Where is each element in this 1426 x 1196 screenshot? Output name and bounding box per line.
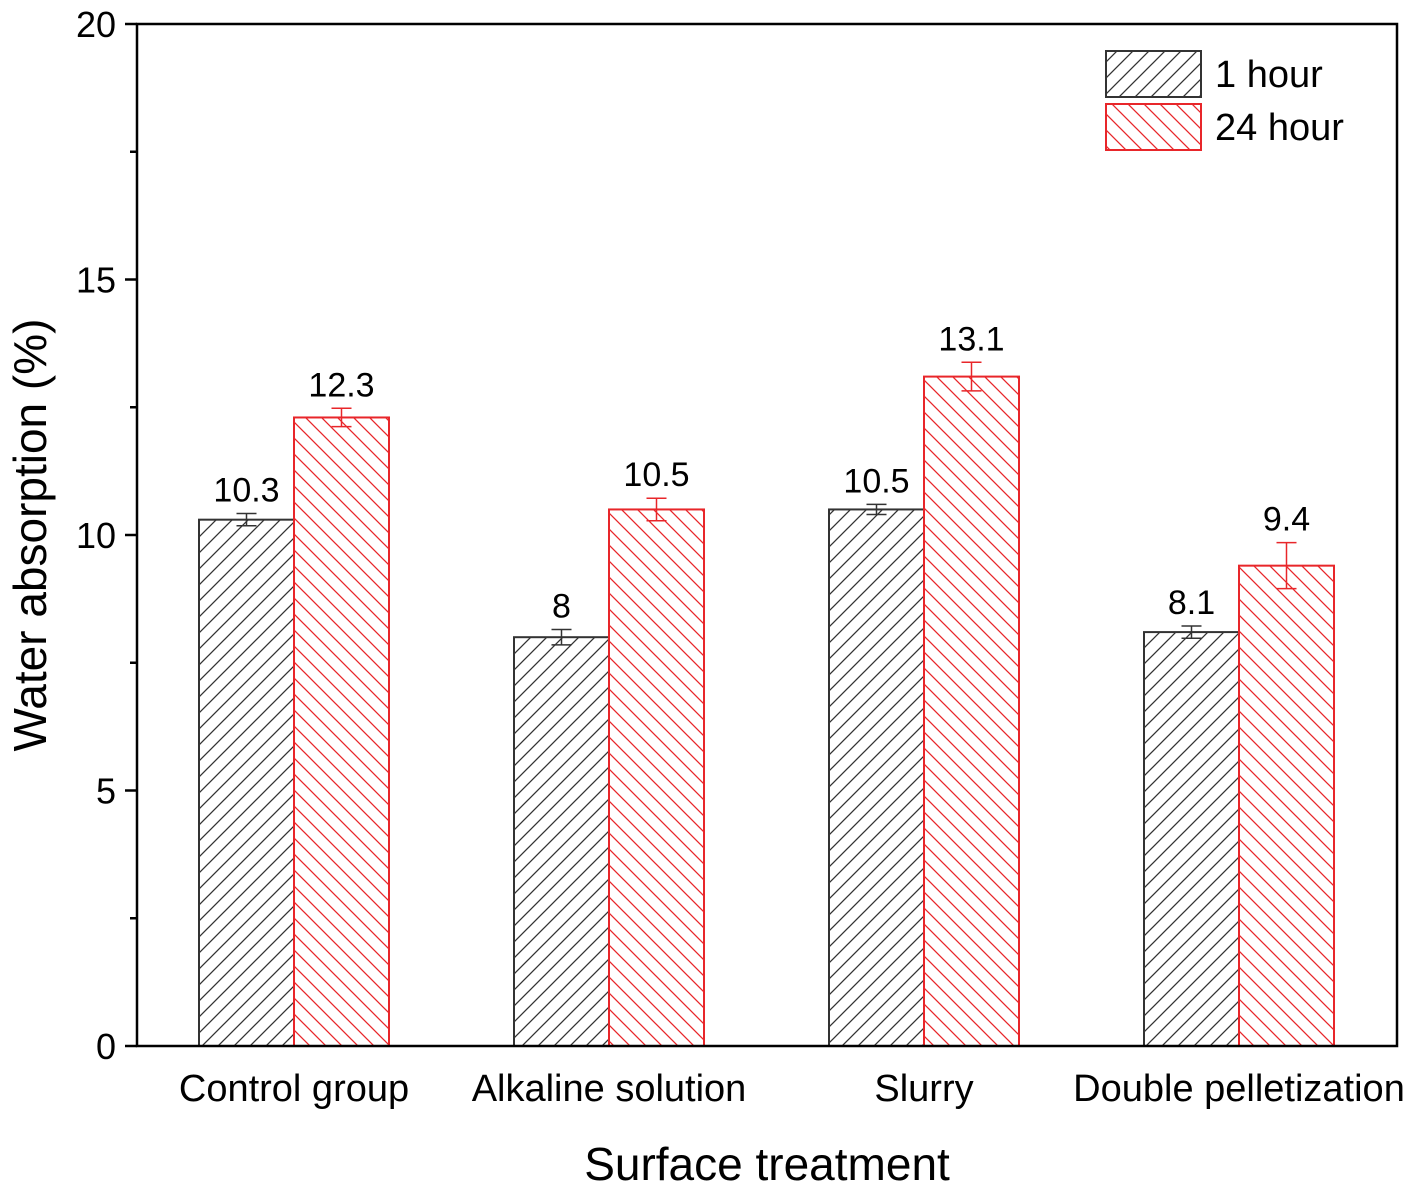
error-bar (1181, 625, 1202, 639)
legend-item: 24 hour (1105, 103, 1344, 151)
data-label: 10.5 (623, 456, 689, 494)
bars-layer (198, 375, 1335, 1048)
data-label: 9.4 (1263, 501, 1310, 539)
x-tick-label: Double pelletization (1073, 1068, 1405, 1110)
bar-series1 (828, 508, 925, 1047)
error-bar (551, 628, 572, 646)
x-axis-title: Surface treatment (584, 1138, 950, 1190)
x-tick-label: Control group (179, 1068, 409, 1110)
bar-series1 (1143, 631, 1240, 1048)
legend-label: 24 hour (1215, 107, 1344, 149)
error-bar (961, 361, 982, 392)
data-label: 10.3 (213, 472, 279, 510)
data-labels-layer: 10.3 12.3 8 10.5 10.5 13.1 8.1 9.4 (213, 320, 1310, 625)
bar-series1 (513, 636, 610, 1047)
error-bar (236, 512, 257, 527)
y-tick-label: 5 (96, 771, 116, 812)
error-bars-layer (236, 361, 1297, 646)
error-bar (1276, 541, 1297, 590)
bar-series2 (293, 416, 390, 1048)
data-label: 13.1 (938, 320, 1004, 358)
legend: 1 hour 24 hour (1105, 50, 1344, 151)
data-label: 12.3 (308, 366, 374, 404)
bar-series2 (1238, 564, 1335, 1047)
data-label: 8 (552, 588, 571, 626)
x-tick-label: Slurry (874, 1068, 973, 1110)
data-label: 10.5 (843, 462, 909, 500)
legend-item: 1 hour (1105, 50, 1323, 98)
data-label: 8.1 (1168, 584, 1215, 622)
bar-series2 (608, 508, 705, 1047)
y-tick-label: 10 (76, 515, 116, 556)
x-axis: Control group Alkaline solution Slurry Doub… (179, 1068, 1405, 1110)
x-tick-label: Alkaline solution (472, 1068, 747, 1110)
legend-swatch (1105, 103, 1202, 151)
bar-series1 (198, 518, 295, 1047)
y-axis: 0 5 10 15 20 (76, 4, 137, 1067)
y-axis-title: Water absorption (%) (4, 319, 56, 752)
legend-label: 1 hour (1215, 54, 1323, 96)
error-bar (866, 503, 887, 516)
error-bar (646, 497, 667, 522)
y-tick-label: 20 (76, 4, 116, 45)
y-tick-label: 15 (76, 260, 116, 301)
bar-series2 (923, 375, 1020, 1047)
y-tick-label: 0 (96, 1026, 116, 1067)
legend-swatch (1105, 50, 1202, 98)
error-bar (331, 407, 352, 428)
